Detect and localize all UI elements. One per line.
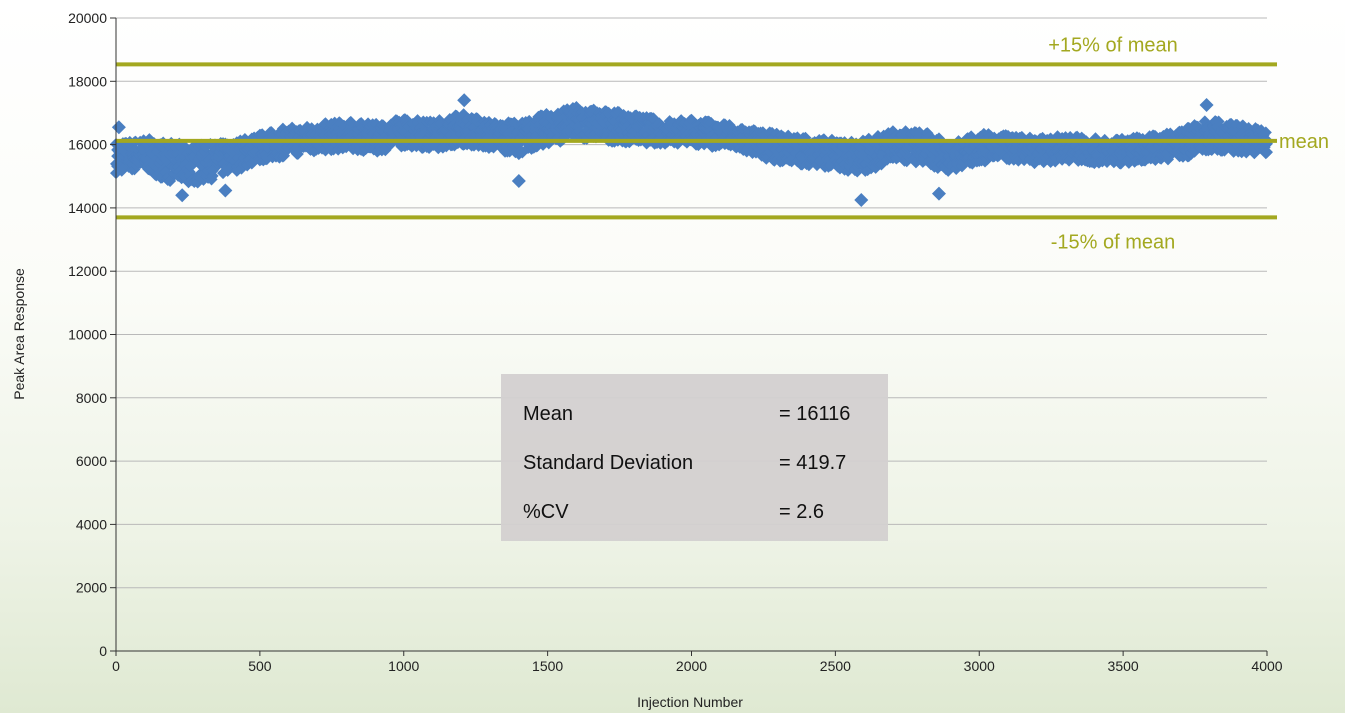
- data-point: [1012, 154, 1025, 167]
- y-tick-label: 12000: [68, 263, 107, 279]
- stat-value: = 16116: [779, 403, 850, 425]
- data-point: [1261, 146, 1273, 159]
- y-tick-label: 14000: [68, 200, 107, 216]
- x-tick-label: 1500: [532, 658, 563, 674]
- data-point: [218, 183, 233, 198]
- reference-lines-layer: +15% of mean mean -15% of mean: [116, 34, 1329, 253]
- y-tick-label: 16000: [68, 137, 107, 153]
- x-tick-label: 3000: [964, 658, 995, 674]
- data-point: [118, 162, 131, 175]
- data-points-layer: [110, 93, 1273, 207]
- y-tick-label: 10000: [68, 327, 107, 343]
- data-point: [111, 120, 126, 135]
- stat-value: = 419.7: [779, 452, 846, 474]
- data-point: [175, 188, 190, 203]
- grid-layer: [116, 17, 1267, 589]
- data-point: [1259, 126, 1272, 139]
- stat-label: Mean: [523, 403, 573, 425]
- axes-layer: 0200040006000800010000120001400016000180…: [68, 10, 1283, 674]
- y-tick-label: 2000: [76, 580, 107, 596]
- stat-value: = 2.6: [779, 501, 824, 523]
- reference-line-label: -15% of mean: [1051, 231, 1176, 253]
- x-tick-label: 1000: [388, 658, 419, 674]
- x-tick-label: 3500: [1108, 658, 1139, 674]
- data-point: [854, 192, 869, 207]
- data-point: [457, 93, 472, 108]
- y-tick-label: 0: [99, 643, 107, 659]
- y-tick-label: 20000: [68, 10, 107, 26]
- y-tick-label: 18000: [68, 73, 107, 89]
- y-tick-label: 8000: [76, 390, 107, 406]
- y-axis-label: Peak Area Response: [11, 268, 27, 400]
- reference-line-label: mean: [1279, 131, 1329, 153]
- y-tick-label: 4000: [76, 516, 107, 532]
- y-tick-label: 6000: [76, 453, 107, 469]
- statistics-box-background: [501, 374, 888, 541]
- x-tick-label: 2000: [676, 658, 707, 674]
- statistics-box: Mean = 16116 Standard Deviation = 419.7 %CV =…: [501, 374, 888, 541]
- stat-label: %CV: [523, 501, 569, 523]
- reference-line-label: +15% of mean: [1048, 34, 1178, 56]
- stat-label: Standard Deviation: [523, 452, 693, 474]
- x-tick-label: 500: [248, 658, 272, 674]
- data-point: [511, 173, 526, 188]
- x-tick-label: 0: [112, 658, 120, 674]
- x-tick-label: 4000: [1251, 658, 1282, 674]
- x-axis-label: Injection Number: [637, 694, 743, 710]
- data-point: [931, 186, 946, 201]
- data-point: [1199, 98, 1214, 113]
- x-tick-label: 2500: [820, 658, 851, 674]
